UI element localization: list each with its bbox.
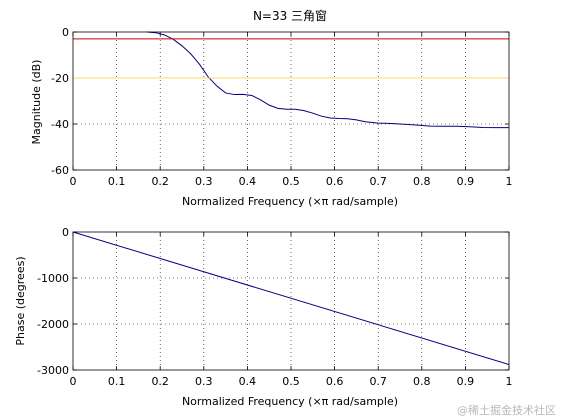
magnitude-chart-title: N=33 三角窗 xyxy=(253,9,327,23)
phase-x-tick-label: 0.6 xyxy=(326,375,344,388)
phase-y-tick-label: -2000 xyxy=(37,318,69,331)
magnitude-chart: N=33 三角窗 Normalized Frequency (×π rad/sa… xyxy=(30,9,513,208)
magnitude-x-tick-label: 0.8 xyxy=(413,175,431,188)
magnitude-y-tick-label: -40 xyxy=(51,118,69,131)
phase-x-tick-label: 0.5 xyxy=(282,375,300,388)
magnitude-series-line-0 xyxy=(147,31,509,129)
magnitude-x-tick-label: 0 xyxy=(70,175,77,188)
magnitude-x-tick-label: 0.9 xyxy=(457,175,475,188)
phase-x-tick-label: 0.4 xyxy=(239,375,257,388)
phase-axes-frame xyxy=(72,231,510,371)
phase-x-tick-label: 0 xyxy=(70,375,77,388)
magnitude-x-tick-label: 0.2 xyxy=(151,175,169,188)
phase-x-axis-label: Normalized Frequency (×π rad/sample) xyxy=(182,395,398,408)
magnitude-axes-frame xyxy=(72,31,510,171)
phase-x-tick-label: 0.7 xyxy=(369,375,387,388)
magnitude-x-tick-label: 0.5 xyxy=(282,175,300,188)
magnitude-y-tick-label: -20 xyxy=(51,72,69,85)
phase-series-line-0 xyxy=(72,231,510,365)
magnitude-x-tick-label: 0.3 xyxy=(195,175,213,188)
phase-x-tick-label: 0.9 xyxy=(457,375,475,388)
phase-y-axis-label: Phase (degrees) xyxy=(14,256,27,345)
phase-y-tick-label: -3000 xyxy=(37,364,69,377)
phase-y-tick-label: 0 xyxy=(62,226,69,239)
magnitude-x-tick-label: 0.7 xyxy=(369,175,387,188)
phase-x-tick-label: 1 xyxy=(506,375,513,388)
phase-x-tick-label: 0.3 xyxy=(195,375,213,388)
magnitude-x-tick-label: 1 xyxy=(506,175,513,188)
phase-x-tick-label: 0.2 xyxy=(151,375,169,388)
magnitude-x-axis-label: Normalized Frequency (×π rad/sample) xyxy=(182,195,398,208)
magnitude-y-tick-label: -60 xyxy=(51,164,69,177)
phase-chart: Normalized Frequency (×π rad/sample) Pha… xyxy=(14,226,513,408)
phase-x-tick-label: 0.8 xyxy=(413,375,431,388)
magnitude-x-tick-label: 0.6 xyxy=(326,175,344,188)
watermark: @稀土掘金技术社区 xyxy=(457,403,556,417)
magnitude-x-tick-label: 0.1 xyxy=(108,175,126,188)
magnitude-y-axis-label: Magnitude (dB) xyxy=(30,60,43,145)
phase-y-tick-label: -1000 xyxy=(37,272,69,285)
phase-x-tick-label: 0.1 xyxy=(108,375,126,388)
magnitude-y-tick-label: 0 xyxy=(62,26,69,39)
magnitude-x-tick-label: 0.4 xyxy=(239,175,257,188)
